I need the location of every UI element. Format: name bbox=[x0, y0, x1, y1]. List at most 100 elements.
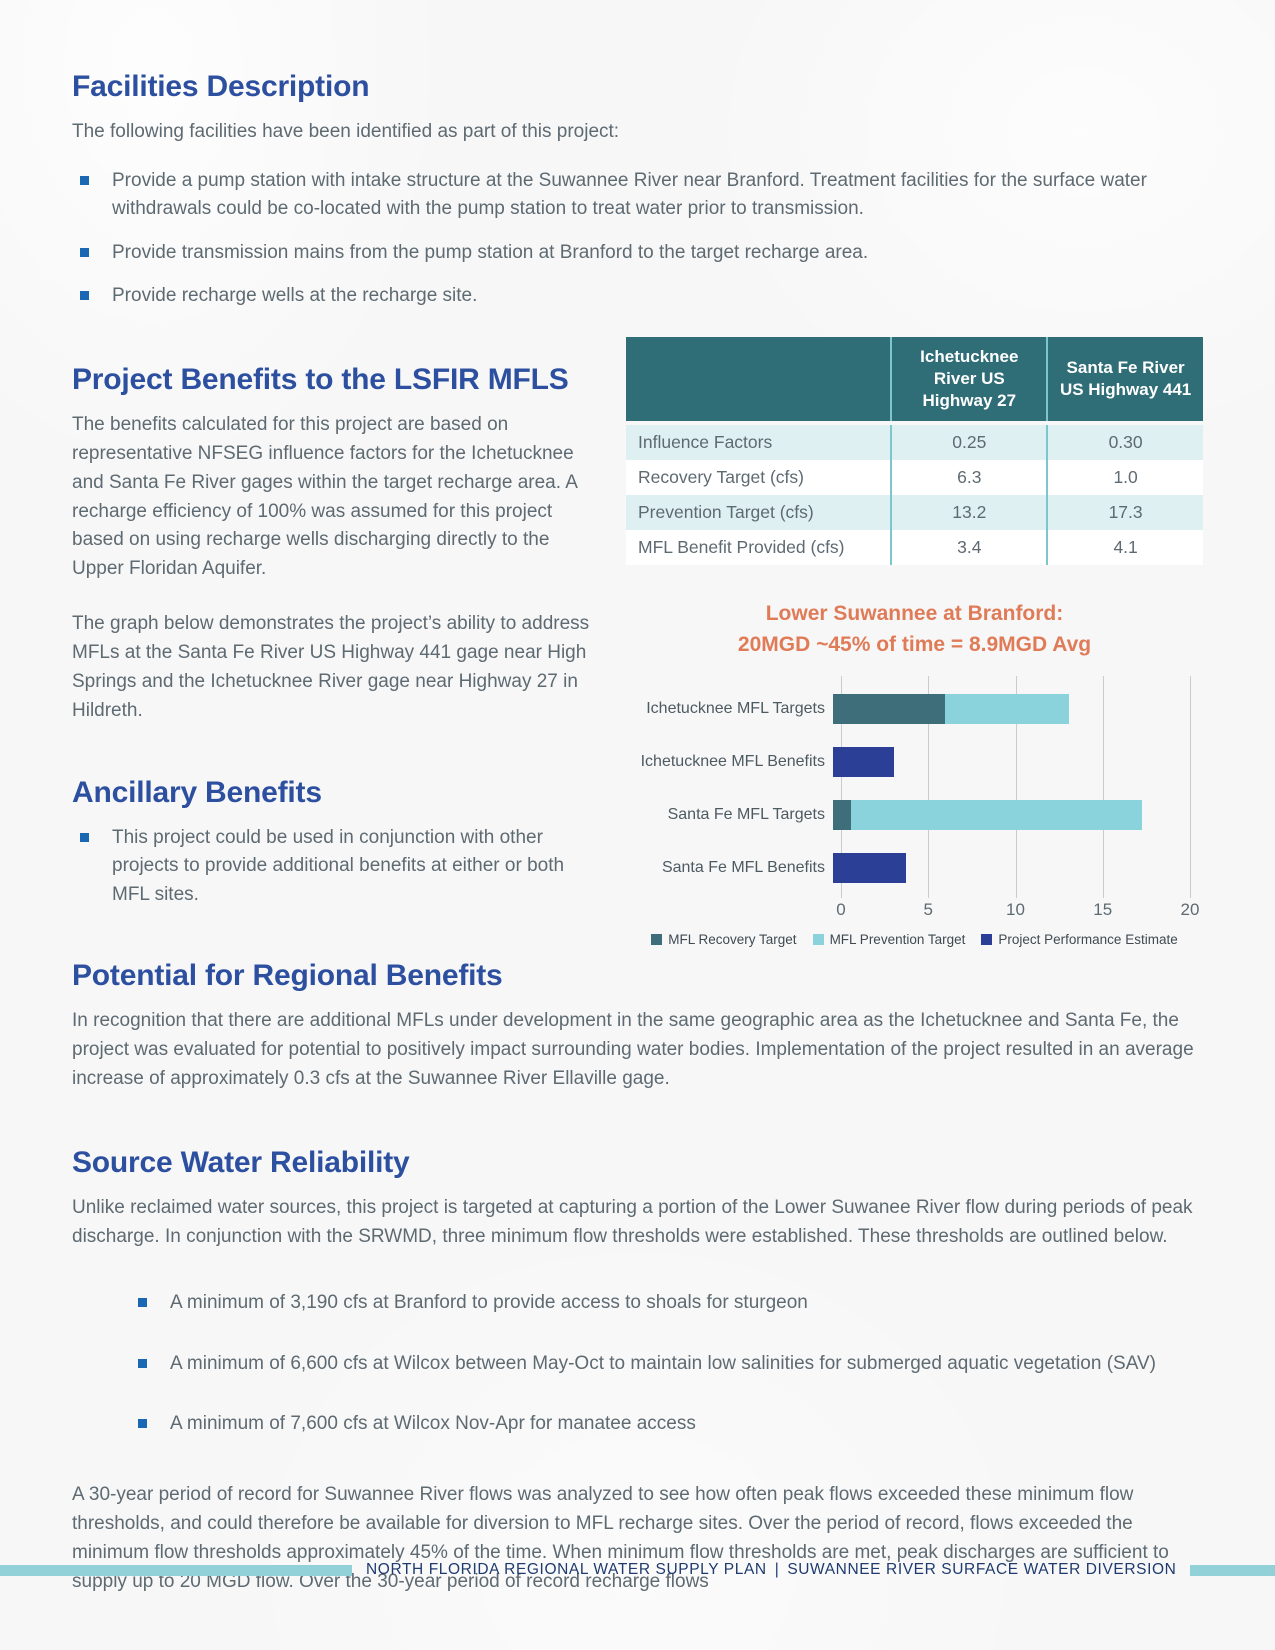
list-item: This project could be used in conjunctio… bbox=[72, 824, 600, 910]
chart-bar-track bbox=[833, 693, 1190, 724]
chart-title: Lower Suwannee at Branford: 20MGD ~45% o… bbox=[626, 599, 1203, 660]
table-cell-label: Recovery Target (cfs) bbox=[626, 460, 892, 496]
legend-label: MFL Recovery Target bbox=[668, 932, 797, 948]
chart-gridline bbox=[1102, 676, 1104, 899]
chart-category-label: Santa Fe MFL Targets bbox=[667, 805, 825, 823]
chart-gridline bbox=[1190, 676, 1191, 899]
chart-row: Ichetucknee MFL Benefits bbox=[626, 735, 1203, 788]
ancillary-benefits-heading: Ancillary Benefits bbox=[72, 775, 322, 809]
chart-row: Santa Fe MFL Targets bbox=[626, 788, 1203, 841]
legend-label: Project Performance Estimate bbox=[998, 932, 1178, 948]
chart-bar-track bbox=[833, 799, 1190, 830]
chart-category-label: Ichetucknee MFL Targets bbox=[646, 699, 825, 717]
source-water-closing-paragraph: A 30-year period of record for Suwannee … bbox=[72, 1483, 1169, 1592]
chart-bar-segment bbox=[850, 799, 1142, 830]
list-item: A minimum of 7,600 cfs at Wilcox Nov-Apr… bbox=[130, 1410, 1203, 1439]
list-item: Provide a pump station with intake struc… bbox=[72, 167, 1203, 224]
list-item: Provide transmission mains from the pump… bbox=[72, 239, 1203, 268]
page-content: Facilities Description The following fac… bbox=[72, 70, 1203, 1597]
two-column-section: Project Benefits to the LSFIR MFLS The b… bbox=[72, 336, 1203, 947]
threshold-bullet-list: A minimum of 3,190 cfs at Branford to pr… bbox=[130, 1289, 1203, 1439]
table-header-empty bbox=[626, 336, 892, 426]
table-row: Influence Factors 0.25 0.30 bbox=[626, 423, 1203, 461]
project-benefits-heading: Project Benefits to the LSFIR MFLS bbox=[72, 362, 569, 396]
table-cell-label: Prevention Target (cfs) bbox=[626, 495, 892, 531]
legend-swatch bbox=[651, 934, 663, 946]
chart-plot-area: Ichetucknee MFL Targets Ichetucknee MFL B… bbox=[626, 676, 1203, 899]
right-column: Ichetucknee River US Highway 27 Santa Fe… bbox=[626, 336, 1203, 947]
legend-swatch bbox=[981, 934, 993, 946]
chart-tick-label: 10 bbox=[1006, 900, 1025, 920]
facilities-heading: Facilities Description bbox=[72, 70, 370, 103]
source-water-paragraph: Unlike reclaimed water sources, this pro… bbox=[72, 1196, 1193, 1247]
mfl-benefits-table: Ichetucknee River US Highway 27 Santa Fe… bbox=[626, 336, 1203, 566]
chart-row: Ichetucknee MFL Targets bbox=[626, 682, 1203, 735]
chart-gridlines bbox=[841, 676, 1191, 899]
table-cell-label: MFL Benefit Provided (cfs) bbox=[626, 530, 892, 566]
source-water-section: Source Water Reliability Unlike reclaime… bbox=[72, 1146, 1203, 1597]
legend-label: MFL Prevention Target bbox=[829, 932, 966, 948]
table-header-row: Ichetucknee River US Highway 27 Santa Fe… bbox=[626, 336, 1203, 426]
chart-tick-label: 15 bbox=[1093, 900, 1113, 920]
regional-benefits-section: Potential for Regional Benefits In recog… bbox=[72, 959, 1203, 1094]
chart-category-label: Santa Fe MFL Benefits bbox=[661, 858, 825, 876]
table-cell-value: 3.4 bbox=[890, 530, 1048, 566]
list-item: A minimum of 3,190 cfs at Branford to pr… bbox=[130, 1289, 1203, 1318]
chart-title-line-2: 20MGD ~45% of time = 8.9MGD Avg bbox=[737, 632, 1092, 656]
chart-category-label: Ichetucknee MFL Benefits bbox=[640, 752, 825, 770]
chart-gridline bbox=[1015, 676, 1017, 899]
table-header-santa-fe: Santa Fe River US Highway 441 bbox=[1046, 336, 1203, 426]
legend-item: MFL Prevention Target bbox=[812, 932, 966, 948]
regional-benefits-heading: Potential for Regional Benefits bbox=[72, 959, 503, 993]
chart-row: Santa Fe MFL Benefits bbox=[626, 841, 1203, 894]
chart-tick-label: 20 bbox=[1180, 900, 1200, 920]
table-row: Prevention Target (cfs) 13.2 17.3 bbox=[626, 495, 1203, 531]
page-footer: NORTH FLORIDA REGIONAL WATER SUPPLY PLAN… bbox=[0, 1561, 1275, 1579]
table-cell-value: 0.30 bbox=[1046, 423, 1203, 461]
source-water-heading: Source Water Reliability bbox=[72, 1145, 410, 1179]
list-item: A minimum of 6,600 cfs at Wilcox between… bbox=[130, 1350, 1203, 1379]
project-benefits-paragraph-2: The graph below demonstrates the project… bbox=[72, 613, 590, 721]
table-row: Recovery Target (cfs) 6.3 1.0 bbox=[626, 460, 1203, 496]
footer-text-right: SUWANNEE RIVER SURFACE WATER DIVERSION bbox=[787, 1561, 1177, 1578]
chart-bar-segment bbox=[833, 799, 851, 830]
chart-tick-label: 0 bbox=[836, 900, 846, 920]
footer-bar-left bbox=[0, 1564, 352, 1576]
chart-bar-track bbox=[833, 852, 1190, 883]
table-cell-value: 6.3 bbox=[890, 460, 1048, 496]
table-cell-value: 1.0 bbox=[1046, 460, 1203, 496]
chart-title-line-1: Lower Suwannee at Branford: bbox=[765, 602, 1064, 626]
ancillary-bullet-list: This project could be used in conjunctio… bbox=[72, 824, 600, 910]
table-cell-label: Influence Factors bbox=[626, 423, 892, 461]
footer-separator: | bbox=[774, 1561, 780, 1578]
chart-bar-segment bbox=[833, 693, 946, 724]
table-cell-value: 17.3 bbox=[1046, 495, 1203, 531]
chart-bar-segment bbox=[945, 693, 1069, 724]
mfl-bar-chart: Lower Suwannee at Branford: 20MGD ~45% o… bbox=[626, 599, 1203, 947]
chart-legend: MFL Recovery Target MFL Prevention Target… bbox=[626, 932, 1203, 947]
legend-swatch bbox=[812, 934, 824, 946]
legend-item: MFL Recovery Target bbox=[651, 932, 797, 948]
table-row: MFL Benefit Provided (cfs) 3.4 4.1 bbox=[626, 530, 1203, 566]
chart-gridline bbox=[928, 676, 930, 899]
footer-text: NORTH FLORIDA REGIONAL WATER SUPPLY PLAN… bbox=[352, 1561, 1190, 1579]
project-benefits-paragraph-1: The benefits calculated for this project… bbox=[72, 413, 577, 580]
table-cell-value: 13.2 bbox=[890, 495, 1048, 531]
chart-bar-segment bbox=[833, 746, 894, 777]
footer-text-left: NORTH FLORIDA REGIONAL WATER SUPPLY PLAN bbox=[366, 1561, 767, 1578]
footer-bar-right bbox=[1190, 1564, 1275, 1576]
chart-bar-segment bbox=[833, 852, 907, 883]
chart-gridline bbox=[841, 676, 842, 899]
facilities-bullet-list: Provide a pump station with intake struc… bbox=[72, 167, 1203, 311]
chart-x-axis: 0 5 10 15 20 bbox=[836, 894, 1199, 922]
list-item: Provide recharge wells at the recharge s… bbox=[72, 282, 1203, 311]
table-cell-value: 4.1 bbox=[1046, 530, 1203, 566]
table-header-ichetucknee: Ichetucknee River US Highway 27 bbox=[890, 336, 1048, 426]
facilities-intro: The following facilities have been ident… bbox=[72, 121, 620, 142]
legend-item: Project Performance Estimate bbox=[981, 932, 1178, 948]
table-cell-value: 0.25 bbox=[890, 423, 1048, 461]
chart-bar-track bbox=[833, 746, 1190, 777]
chart-tick-label: 5 bbox=[923, 900, 933, 920]
left-column: Project Benefits to the LSFIR MFLS The b… bbox=[72, 337, 600, 947]
